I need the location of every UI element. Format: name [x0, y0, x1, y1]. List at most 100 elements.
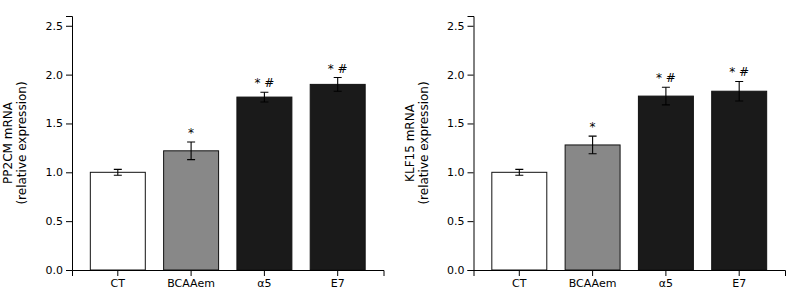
y-tick-label: 2.0 — [447, 69, 465, 82]
y-tick: 2.0 — [447, 69, 474, 82]
bar — [565, 145, 620, 270]
x-tick-label: CT — [111, 277, 126, 290]
annotation: * — [590, 120, 596, 134]
x-tick: BCAAem — [569, 270, 617, 290]
error-bar — [662, 87, 670, 105]
error-bar-cap — [114, 169, 122, 170]
y-axis-title-line: (relative expression) — [15, 81, 29, 204]
annotation: * # — [254, 76, 274, 90]
x-tick: E7 — [331, 270, 345, 290]
y-tick-label: 1.5 — [447, 117, 465, 130]
y-axis-title-line: PP2CM mRNA — [1, 101, 15, 184]
y-tick: 1.0 — [46, 166, 73, 179]
annotations: ** #* # — [188, 62, 348, 140]
error-bar — [515, 169, 523, 175]
y-tick: 2.5 — [447, 20, 474, 33]
x-tick-label: α5 — [659, 277, 673, 290]
y-axis: 0.0 0.5 1.0 1.5 2.0 2.5 — [447, 17, 474, 278]
error-bar-cap — [735, 100, 743, 101]
x-tick-mark — [592, 270, 593, 276]
y-axis-title-line: (relative expression) — [417, 81, 431, 204]
annotation: * # — [656, 71, 676, 85]
x-tick: BCAAem — [167, 270, 215, 290]
y-tick-label: 2.0 — [46, 69, 64, 82]
error-bar-stem — [592, 136, 593, 154]
error-bar-stem — [264, 92, 265, 102]
error-bar-cap — [260, 101, 268, 102]
error-bar-cap — [187, 159, 195, 160]
y-tick-mark — [66, 270, 72, 271]
annotation: * # — [729, 65, 749, 79]
error-bar-cap — [187, 141, 195, 142]
y-tick-label: 0.5 — [447, 215, 465, 228]
error-bar-stem — [117, 169, 118, 175]
y-tick-mark — [468, 123, 474, 124]
y-tick-label: 0.0 — [447, 264, 465, 277]
x-tick-mark — [337, 270, 338, 276]
y-tick-mark — [468, 270, 474, 271]
error-bar-cap — [334, 77, 342, 78]
x-tick: CT — [512, 270, 527, 290]
error-bar — [334, 78, 342, 92]
error-bar-stem — [191, 142, 192, 160]
annotation: * — [188, 126, 194, 140]
x-tick-mark — [665, 270, 666, 276]
plot-area — [492, 81, 767, 270]
x-tick: α5 — [257, 270, 271, 290]
error-bar-stem — [665, 87, 666, 105]
x-tick-label: α5 — [257, 277, 271, 290]
error-bar-cap — [662, 87, 670, 88]
error-bar-stem — [739, 81, 740, 101]
y-tick: 1.0 — [447, 166, 474, 179]
y-tick-label: 1.0 — [46, 166, 64, 179]
x-tick-label: CT — [512, 277, 527, 290]
y-tick-mark — [66, 75, 72, 76]
x-tick: E7 — [732, 270, 746, 290]
x-tick-mark — [191, 270, 192, 276]
error-bar-cap — [260, 92, 268, 93]
error-bar — [114, 169, 122, 175]
bar — [310, 84, 365, 270]
error-bar — [589, 136, 597, 154]
y-tick: 2.0 — [46, 69, 73, 82]
x-tick-mark — [264, 270, 265, 276]
panel: 0.0 0.5 1.0 1.5 2.0 2.5 CT BCAAem α5 E7 * * # * # KLF… — [403, 17, 786, 290]
bar — [712, 91, 767, 270]
x-tick-label: E7 — [331, 277, 345, 290]
y-tick: 1.5 — [46, 117, 73, 130]
y-tick-mark — [66, 172, 72, 173]
y-tick: 0.5 — [46, 215, 73, 228]
y-tick: 0.0 — [46, 264, 73, 277]
x-tick: α5 — [659, 270, 673, 290]
x-tick-mark — [739, 270, 740, 276]
y-tick-mark — [66, 26, 72, 27]
y-axis: 0.0 0.5 1.0 1.5 2.0 2.5 — [46, 17, 73, 278]
bar — [492, 172, 547, 270]
y-axis-title-line: KLF15 mRNA — [403, 103, 417, 182]
y-tick-label: 2.5 — [447, 20, 465, 33]
error-bar-stem — [519, 169, 520, 175]
y-tick: 0.0 — [447, 264, 474, 277]
error-bar-cap — [334, 91, 342, 92]
error-bar-cap — [114, 175, 122, 176]
y-tick: 1.5 — [447, 117, 474, 130]
y-tick-label: 2.5 — [46, 20, 64, 33]
x-axis-line — [73, 271, 385, 277]
figure: 0.0 0.5 1.0 1.5 2.0 2.5 CT BCAAem α5 E7 * * # * # PP2… — [0, 0, 803, 298]
x-tick: CT — [111, 270, 126, 290]
error-bar-cap — [662, 104, 670, 105]
y-tick: 2.5 — [46, 20, 73, 33]
y-tick-mark — [468, 26, 474, 27]
y-tick-mark — [468, 75, 474, 76]
y-tick-mark — [468, 172, 474, 173]
x-tick-label: E7 — [732, 277, 746, 290]
y-tick-label: 1.5 — [46, 117, 64, 130]
error-bar — [187, 142, 195, 160]
y-axis-title: PP2CM mRNA(relative expression) — [1, 81, 29, 204]
x-tick-label: BCAAem — [167, 277, 215, 290]
x-axis: CT BCAAem α5 E7 — [73, 270, 385, 290]
y-axis-line — [66, 17, 73, 271]
y-tick: 0.5 — [447, 215, 474, 228]
panel: 0.00.51.01.52.02.5CTBCAAemα5E7** #* #PP2… — [1, 17, 384, 290]
error-bar-cap — [589, 153, 597, 154]
